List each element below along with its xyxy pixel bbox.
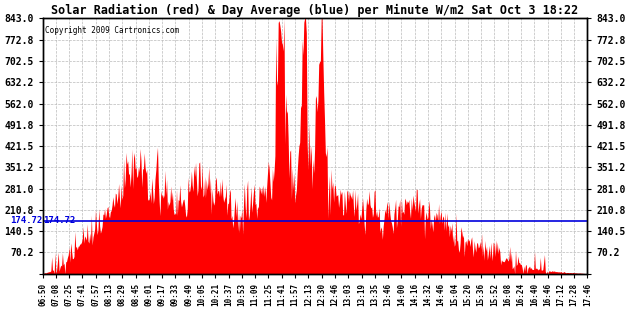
Text: 174.72: 174.72 <box>43 216 76 225</box>
Text: Copyright 2009 Cartronics.com: Copyright 2009 Cartronics.com <box>45 26 180 35</box>
Text: 174.72: 174.72 <box>10 216 43 225</box>
Title: Solar Radiation (red) & Day Average (blue) per Minute W/m2 Sat Oct 3 18:22: Solar Radiation (red) & Day Average (blu… <box>52 4 578 17</box>
